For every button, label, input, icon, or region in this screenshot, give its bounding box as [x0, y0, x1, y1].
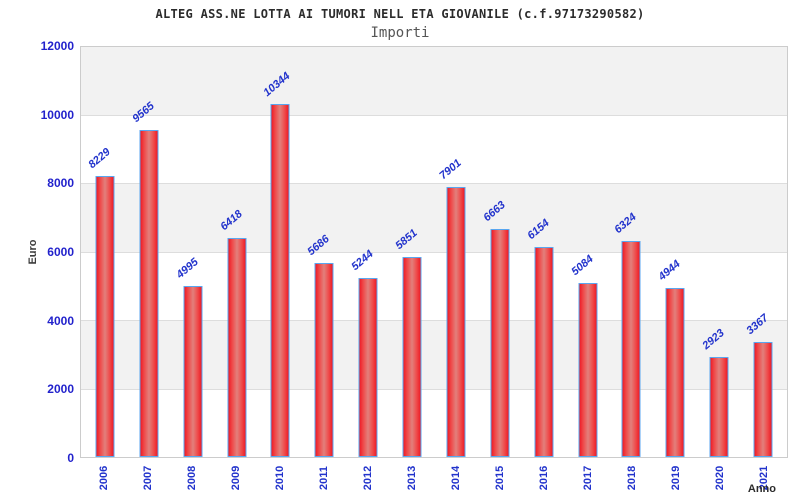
chart-title: ALTEG ASS.NE LOTTA AI TUMORI NELL ETA GI… — [155, 7, 645, 21]
bar-value-label: 6418 — [217, 207, 245, 233]
x-tick-label: 2009 — [230, 465, 242, 491]
bar-2007[interactable] — [139, 130, 159, 457]
x-tick-label: 2013 — [406, 465, 418, 491]
bar-2011[interactable] — [314, 262, 334, 457]
bar-column-2016: 6154 — [522, 47, 566, 457]
x-axis-title: Anno — [747, 483, 776, 495]
bar-value-label: 4995 — [173, 256, 201, 282]
y-tick-label: 8000 — [47, 176, 74, 191]
x-tick-2007: 2007 — [126, 462, 170, 500]
x-tick-2017: 2017 — [566, 462, 610, 500]
x-tick-2006: 2006 — [82, 462, 126, 500]
bar-value-label: 5686 — [305, 232, 333, 258]
bar-column-2006: 8229 — [83, 47, 127, 457]
bar-2015[interactable] — [490, 229, 510, 457]
x-tick-2009: 2009 — [214, 462, 258, 500]
x-tick-2016: 2016 — [522, 462, 566, 500]
bar-column-2007: 9565 — [127, 47, 171, 457]
y-axis-tick-labels: 0 2000 4000 6000 8000 10000 12000 — [0, 39, 74, 465]
bar-2014[interactable] — [446, 187, 466, 457]
x-tick-2020: 2020 — [698, 462, 742, 500]
bar-value-label: 3367 — [744, 312, 771, 337]
x-tick-2018: 2018 — [610, 462, 654, 500]
band — [81, 47, 787, 115]
bar-value-label: 6324 — [612, 211, 640, 236]
bar-column-2011: 5686 — [302, 47, 346, 457]
y-tick-label: 2000 — [47, 382, 74, 397]
y-tick-label: 6000 — [47, 245, 74, 259]
bar-column-2021: 3367 — [741, 47, 785, 457]
x-tick-2011: 2011 — [302, 462, 346, 500]
bar-2019[interactable] — [665, 288, 685, 457]
x-tick-2012: 2012 — [346, 462, 390, 500]
x-tick-label: 2006 — [98, 465, 110, 491]
bar-value-label: 9565 — [130, 100, 157, 126]
x-tick-label: 2019 — [670, 465, 682, 491]
bar-value-label: 5084 — [568, 253, 596, 279]
x-axis-tick-labels: 2006 2007 2008 2009 2010 2011 2012 2013 2014 2015… — [80, 462, 788, 500]
bar-2021[interactable] — [753, 341, 773, 457]
x-tick-2019: 2019 — [654, 462, 698, 500]
bar-value-label: 7901 — [437, 157, 464, 183]
bar-column-2009: 6418 — [215, 47, 259, 457]
x-tick-label: 2017 — [582, 465, 594, 491]
bar-2020[interactable] — [709, 357, 729, 457]
bar-value-label: 6663 — [481, 199, 508, 225]
band — [81, 183, 787, 252]
x-tick-label: 2015 — [494, 465, 506, 491]
x-tick-label: 2020 — [714, 465, 726, 491]
y-tick-label: 12000 — [40, 39, 74, 53]
bar-2006[interactable] — [95, 175, 115, 457]
bar-column-2015: 6663 — [478, 47, 522, 457]
bar-series: 8229 9565 4995 6418 10344 5686 5244 5851 7901 666… — [81, 47, 787, 457]
bar-2013[interactable] — [402, 257, 422, 457]
x-tick-label: 2008 — [186, 465, 198, 491]
bar-column-2020: 2923 — [697, 47, 741, 457]
plot-area: 8229 9565 4995 6418 10344 5686 5244 5851 7901 666… — [80, 46, 788, 458]
bar-2012[interactable] — [358, 277, 378, 457]
bar-value-label: 6154 — [524, 216, 552, 242]
bar-2008[interactable] — [183, 286, 203, 457]
bar-value-label: 4944 — [656, 258, 684, 284]
bar-2017[interactable] — [578, 283, 598, 457]
x-tick-2010: 2010 — [258, 462, 302, 500]
x-tick-2013: 2013 — [390, 462, 434, 500]
bar-column-2010: 10344 — [259, 47, 303, 457]
bar-column-2014: 7901 — [434, 47, 478, 457]
x-tick-2008: 2008 — [170, 462, 214, 500]
bar-column-2019: 4944 — [653, 47, 697, 457]
x-tick-label: 2011 — [318, 466, 330, 490]
x-tick-label: 2010 — [274, 465, 286, 491]
band — [81, 114, 787, 183]
x-tick-label: 2012 — [362, 465, 374, 491]
bar-2010[interactable] — [270, 103, 290, 457]
x-tick-label: 2016 — [538, 465, 550, 491]
y-axis-title: Euro — [27, 239, 39, 265]
x-tick-2014: 2014 — [434, 462, 478, 500]
bar-value-label: 8229 — [86, 145, 113, 171]
x-tick-2015: 2015 — [478, 462, 522, 500]
bar-column-2017: 5084 — [566, 47, 610, 457]
y-tick-label: 4000 — [47, 313, 74, 328]
x-tick-label: 2018 — [626, 465, 638, 491]
x-tick-label: 2007 — [142, 465, 154, 491]
bar-column-2018: 6324 — [610, 47, 654, 457]
x-tick-label: 2014 — [450, 465, 462, 491]
bar-2016[interactable] — [534, 246, 554, 457]
y-tick-label: 0 — [67, 451, 74, 465]
bar-column-2013: 5851 — [390, 47, 434, 457]
chart-subtitle: Importi — [370, 25, 430, 41]
bar-2018[interactable] — [621, 240, 641, 457]
bar-column-2008: 4995 — [171, 47, 215, 457]
y-tick-label: 10000 — [40, 107, 74, 122]
bar-2009[interactable] — [227, 237, 247, 457]
bar-value-label: 5244 — [349, 247, 376, 273]
bar-value-label: 5851 — [393, 227, 420, 253]
bar-column-2012: 5244 — [346, 47, 390, 457]
bar-value-label: 10344 — [261, 69, 293, 99]
bar-value-label: 2923 — [700, 327, 727, 353]
